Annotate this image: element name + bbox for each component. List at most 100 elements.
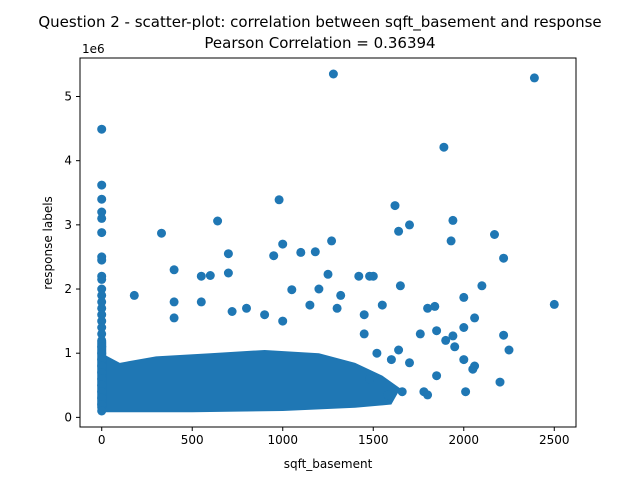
scatter-point — [97, 194, 107, 204]
x-tick-label: 1000 — [267, 433, 298, 447]
scatter-point — [432, 371, 442, 381]
scatter-point — [278, 316, 288, 326]
chart-title-line1: Question 2 - scatter-plot: correlation b… — [38, 13, 601, 32]
scatter-point — [196, 271, 206, 281]
scatter-point — [169, 313, 179, 323]
scatter-point — [336, 290, 346, 300]
scatter-point — [448, 215, 458, 225]
scatter-point — [529, 73, 539, 83]
scatter-point — [97, 290, 107, 300]
scatter-point — [97, 368, 107, 377]
scatter-point — [97, 361, 107, 371]
scatter-point — [97, 207, 107, 217]
scatter-point — [394, 345, 404, 355]
scatter-point — [359, 310, 369, 320]
dense-point-cloud — [101, 349, 401, 413]
y-tick-label: 1 — [64, 346, 72, 360]
scatter-point — [470, 313, 480, 323]
scatter-point — [394, 226, 404, 236]
scatter-point — [269, 251, 279, 261]
scatter-point — [368, 271, 378, 281]
scatter-point — [97, 297, 107, 307]
scatter-point — [310, 247, 320, 257]
scatter-point — [390, 201, 400, 211]
scatter-point — [490, 230, 499, 239]
scatter-point — [223, 249, 233, 259]
scatter-point — [354, 271, 364, 281]
scatter-point — [97, 228, 107, 238]
scatter-point — [97, 393, 107, 403]
scatter-point — [205, 271, 215, 280]
x-axis-label: sqft_basement — [284, 457, 373, 471]
scatter-point — [477, 281, 487, 291]
scatter-point — [97, 400, 107, 409]
scatter-point — [97, 335, 107, 345]
scatter-point — [227, 307, 237, 316]
scatter-point — [549, 299, 559, 309]
x-tick-label: 2000 — [448, 433, 479, 447]
scatter-point — [97, 316, 107, 326]
scatter-point — [97, 303, 107, 313]
x-tick-label: 2500 — [539, 433, 570, 447]
scatter-point — [97, 374, 107, 384]
scatter-point — [296, 247, 306, 257]
scatter-point — [441, 335, 451, 345]
scatter-point — [504, 345, 514, 355]
scatter-point — [327, 236, 337, 246]
scatter-point — [328, 69, 338, 79]
y-tick-label: 5 — [64, 90, 72, 104]
scatter-point — [459, 323, 469, 332]
scatter-point — [97, 406, 107, 416]
scatter-point — [97, 284, 107, 294]
scatter-point — [274, 195, 284, 205]
scatter-point — [459, 355, 469, 365]
scatter-point — [129, 290, 139, 300]
scatter-point — [97, 274, 107, 284]
y-tick-label: 4 — [64, 154, 72, 168]
scatter-point — [97, 180, 107, 190]
scatter-point — [415, 329, 425, 339]
scatter-point — [432, 326, 442, 336]
scatter-point — [169, 265, 179, 275]
x-tick-label: 500 — [181, 433, 204, 447]
scatter-point — [439, 142, 449, 152]
y-offset-label: 1e6 — [82, 42, 105, 56]
scatter-point — [395, 281, 405, 291]
scatter-point — [359, 329, 369, 339]
scatter-point — [470, 361, 480, 371]
scatter-point — [97, 380, 107, 390]
scatter-point — [450, 342, 460, 352]
scatter-point — [314, 284, 324, 294]
scatter-point — [383, 390, 393, 400]
scatter-point — [223, 268, 233, 278]
scatter-point — [97, 255, 107, 265]
scatter-point — [405, 220, 414, 230]
scatter-point — [242, 303, 251, 313]
scatter-point — [323, 269, 333, 279]
scatter-point — [305, 300, 315, 310]
scatter-point — [459, 292, 469, 302]
scatter-point — [157, 228, 166, 238]
y-tick-label: 0 — [64, 410, 72, 424]
scatter-point — [97, 213, 107, 223]
scatter-point — [332, 303, 342, 313]
scatter-point — [461, 387, 471, 397]
scatter-point — [278, 239, 288, 249]
scatter-point — [430, 301, 440, 311]
scatter-point — [169, 297, 179, 307]
scatter-point — [97, 348, 107, 358]
scatter-point — [365, 374, 375, 384]
scatter-point — [372, 348, 382, 358]
scatter-point — [97, 310, 107, 320]
y-tick-label: 3 — [64, 218, 72, 232]
scatter-point — [423, 390, 433, 400]
scatter-point — [423, 303, 433, 313]
plot-frame — [79, 57, 577, 428]
chart-title-line2: Pearson Correlation = 0.36394 — [204, 34, 435, 52]
scatter-point — [405, 358, 414, 368]
scatter-point — [499, 330, 509, 340]
scatter-point — [397, 387, 407, 397]
x-tick-label: 0 — [98, 433, 106, 447]
scatter-point — [97, 355, 107, 365]
